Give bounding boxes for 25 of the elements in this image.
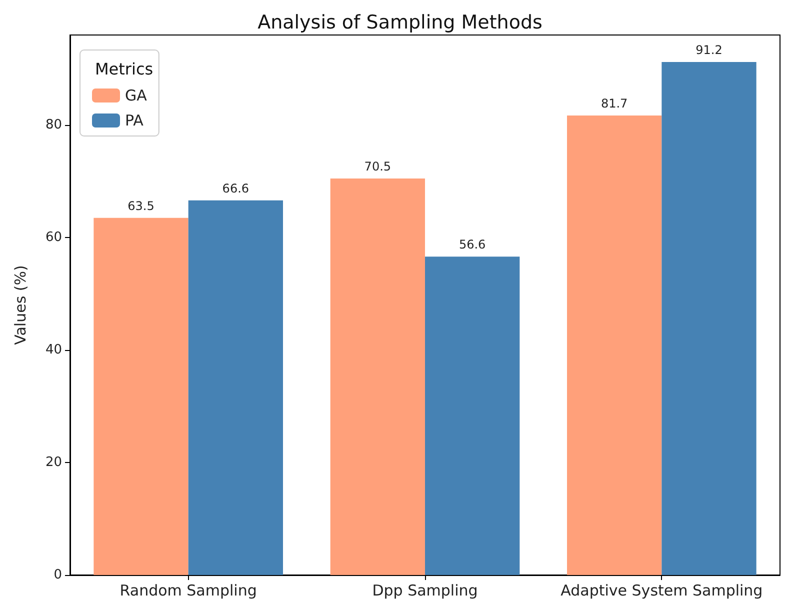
y-tick-label: 20 [45,455,62,470]
data-label: 63.5 [128,198,154,213]
x-tick-label: Adaptive System Sampling [560,582,763,600]
bar [330,178,425,575]
data-label: 56.6 [458,238,486,252]
bar [188,200,283,575]
bar [425,256,520,575]
y-tick-label: 60 [45,230,62,245]
bar [94,218,188,575]
bar [567,115,662,575]
chart-title: Analysis of Sampling Methods [258,12,542,34]
legend-label: GA [125,86,148,104]
x-tick-label: Dpp Sampling [372,582,478,600]
data-label: 70.5 [364,159,392,174]
data-label: 81.7 [600,96,628,110]
legend-title: Metrics [95,60,154,78]
bar [662,62,756,575]
y-tick-label: 80 [45,118,62,132]
x-tick-label: Random Sampling [120,582,257,600]
y-axis-title: Values (%) [12,265,30,345]
y-tick-label: 0 [54,568,62,582]
legend-label: PA [125,112,144,130]
y-tick-label: 40 [45,342,62,358]
data-label: 91.2 [696,43,722,57]
data-label: 66.6 [222,181,250,196]
